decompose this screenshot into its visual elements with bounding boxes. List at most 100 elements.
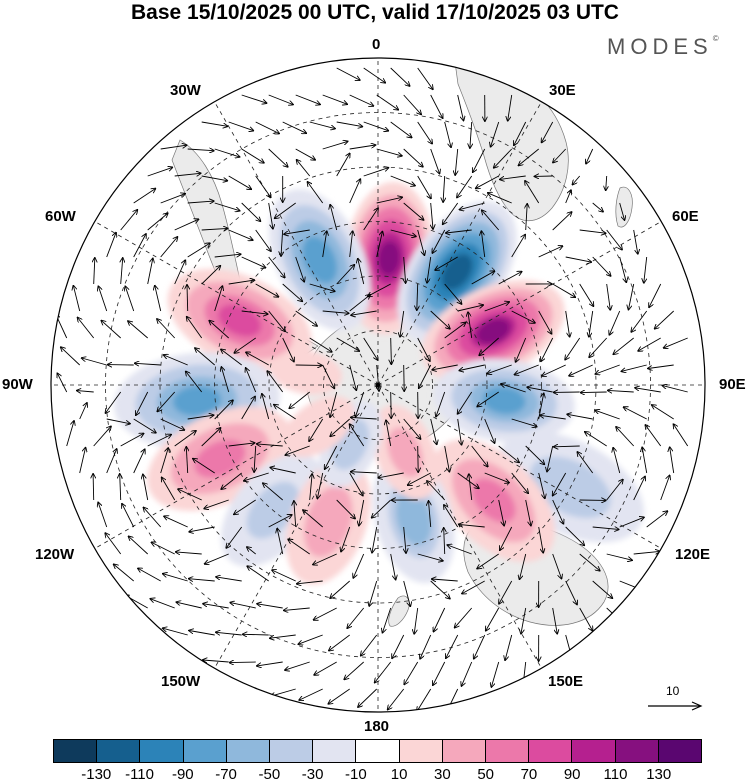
wind-vector	[125, 286, 135, 312]
wind-vector	[336, 67, 360, 80]
wind-vector	[417, 67, 433, 89]
wind-vector	[234, 499, 256, 514]
wind-vector	[203, 604, 229, 609]
wind-vector	[417, 283, 418, 310]
wind-vector	[129, 536, 149, 555]
anomaly-contour-fill	[387, 427, 423, 478]
wind-vector	[201, 121, 228, 126]
wind-vector	[436, 391, 446, 417]
wind-vector	[542, 364, 566, 376]
wind-vector	[138, 568, 161, 582]
brand-text: MODES	[607, 34, 713, 59]
wind-vector	[595, 364, 620, 374]
wind-vector	[592, 256, 611, 276]
wind-vector	[82, 358, 107, 366]
wind-vector	[135, 363, 161, 365]
wind-vector	[429, 501, 431, 528]
wind-vector	[444, 445, 450, 472]
wind-vector	[606, 283, 611, 310]
colorbar-swatch	[572, 740, 616, 762]
wind-vector	[403, 202, 424, 220]
wind-vector	[642, 447, 648, 474]
wind-vector	[368, 283, 391, 296]
wind-vector	[262, 394, 270, 420]
wind-vector	[347, 607, 365, 628]
wind-vector	[150, 599, 175, 609]
wind-vector	[471, 271, 495, 285]
wind-vector	[228, 175, 252, 189]
wind-vector	[353, 553, 365, 578]
wind-vector	[477, 391, 499, 407]
wind-vector	[391, 337, 392, 364]
wind-vector	[349, 231, 353, 258]
wind-vector	[589, 310, 594, 337]
colorbar-tick-label: 50	[477, 766, 494, 783]
wind-vector	[295, 310, 317, 326]
wind-vector	[254, 445, 256, 472]
wind-vector	[284, 229, 310, 234]
wind-vector	[585, 432, 607, 447]
wind-vector	[98, 503, 108, 528]
colorbar-swatch	[183, 740, 227, 762]
wind-vector	[592, 580, 613, 598]
wind-vector	[444, 323, 466, 339]
colorbar-swatch	[313, 740, 357, 762]
wind-vector	[121, 258, 123, 285]
wind-vector	[241, 148, 264, 163]
wind-vector	[363, 67, 386, 83]
wind-vector	[289, 391, 310, 408]
wind-vector	[431, 202, 433, 229]
wind-vector	[176, 602, 202, 609]
wind-vector	[163, 628, 188, 636]
wind-vector	[403, 580, 411, 606]
wind-vector	[494, 148, 513, 168]
wind-vector	[491, 661, 500, 687]
wind-vector	[241, 202, 261, 221]
wind-vector	[351, 417, 377, 419]
wind-vector	[133, 189, 156, 204]
wind-vector	[430, 310, 450, 329]
wind-vector	[106, 391, 122, 413]
wind-vector	[295, 94, 320, 104]
wind-vector	[228, 121, 254, 131]
wind-vector	[214, 286, 223, 312]
wind-vector	[189, 631, 215, 636]
wind-vector	[106, 418, 130, 424]
wind-vector	[417, 337, 430, 361]
colorbar-swatch	[356, 740, 400, 762]
colorbar-swatch	[270, 740, 314, 762]
wind-vector	[157, 391, 176, 411]
wind-vector	[203, 660, 229, 662]
lon-label-150e: 150E	[548, 673, 584, 690]
meridian-line	[94, 384, 379, 549]
wind-vector	[61, 347, 81, 366]
wind-vector	[214, 148, 240, 157]
wind-vector	[644, 256, 648, 283]
wind-vector	[525, 445, 545, 464]
wind-vector	[552, 553, 562, 579]
anomaly-contour-fill	[395, 491, 432, 546]
wind-vector	[638, 337, 661, 351]
wind-vector	[186, 372, 203, 393]
wind-vector	[542, 121, 554, 142]
chart-title: Base 15/10/2025 00 UTC, valid 17/10/2025…	[131, 1, 619, 24]
wind-vector	[525, 499, 531, 526]
wind-vector	[446, 634, 459, 658]
wind-vector	[606, 480, 623, 501]
wind-vector	[435, 256, 458, 270]
wind-vector	[434, 607, 446, 632]
wind-vector	[619, 256, 627, 282]
wind-vector	[174, 173, 201, 176]
wind-vector	[552, 283, 576, 297]
wind-vector	[586, 148, 594, 164]
wind-vector	[160, 418, 185, 430]
colorbar	[53, 739, 702, 763]
wind-vector	[214, 400, 233, 420]
wind-vector	[553, 148, 567, 163]
wind-vector	[147, 213, 168, 231]
wind-vector	[257, 604, 283, 609]
wind-vector	[79, 448, 86, 474]
wind-vector	[460, 202, 485, 210]
wind-vector	[214, 202, 240, 211]
wind-vector	[514, 121, 527, 145]
